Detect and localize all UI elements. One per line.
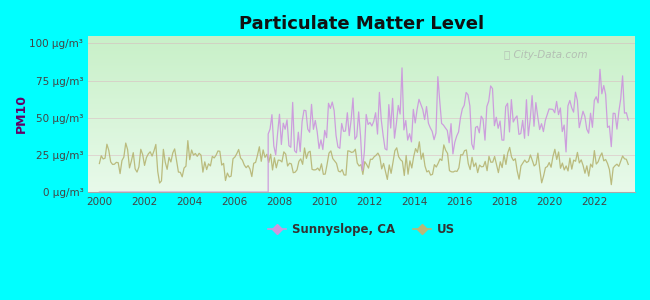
Legend: Sunnyslope, CA, US: Sunnyslope, CA, US bbox=[264, 218, 460, 241]
Y-axis label: PM10: PM10 bbox=[15, 94, 28, 134]
Text: ⓘ City-Data.com: ⓘ City-Data.com bbox=[504, 50, 588, 60]
Title: Particulate Matter Level: Particulate Matter Level bbox=[239, 15, 484, 33]
